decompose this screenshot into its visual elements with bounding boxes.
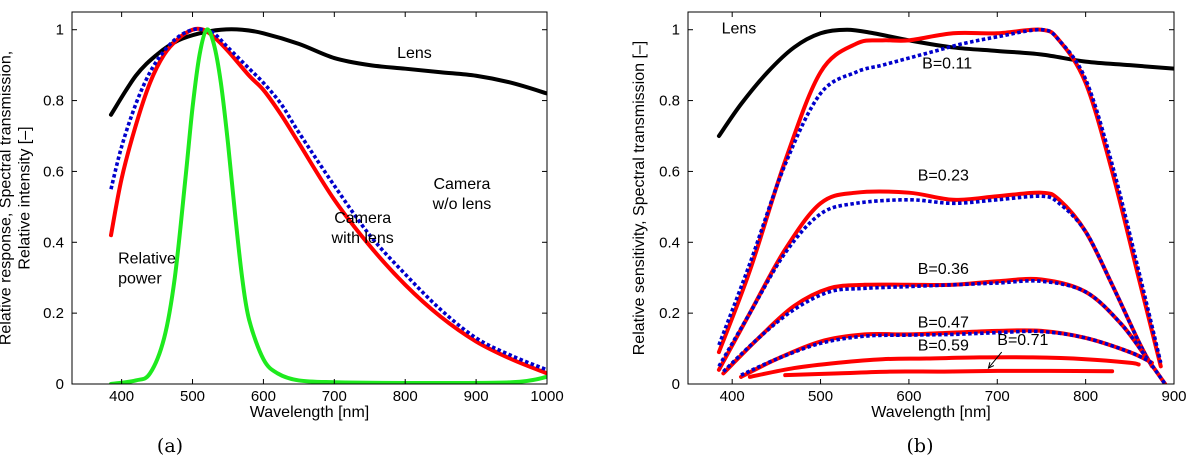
panel-b: 400 500 600 700 800 900 0 0.2 0.4 0.6 0.8 1 Waveleng…: [631, 11, 1187, 457]
series-line-b011-red: [716, 27, 1163, 369]
y-tick-label: 0.8: [43, 93, 64, 110]
panel-caption: (b): [907, 435, 934, 457]
y-tick-label: 0.2: [43, 305, 64, 322]
x-axis-label: Wavelength [nm]: [250, 404, 369, 421]
x-tick-label: 500: [180, 388, 205, 405]
annotation-label: Relative: [118, 251, 176, 268]
series-group: [108, 26, 547, 384]
series-line-b011-blue: [717, 27, 1163, 364]
annotation-arrow-head: [987, 362, 995, 369]
x-tick-label: 900: [464, 388, 489, 405]
y-tick-label: 1: [56, 22, 64, 39]
series-line-camera-with-lens: [108, 26, 547, 376]
series-line-lens: [716, 27, 1174, 138]
annotation-label: power: [118, 271, 162, 288]
y-tick-label: 0.2: [659, 305, 680, 322]
y-tick-label: 1: [672, 22, 680, 39]
annotation-label: B=0.11: [922, 56, 972, 73]
y-tick-label: 0.6: [43, 163, 64, 180]
y-tick-label: 0.6: [659, 163, 680, 180]
x-tick-label: 600: [251, 388, 276, 405]
y-axis-label: Relative intensity [–]: [17, 126, 34, 269]
x-tick-label: 700: [985, 388, 1010, 405]
x-tick-label: 600: [896, 388, 921, 405]
annotation-label: Lens: [722, 20, 757, 37]
y-axis-label: Relative response, Spectral transmission…: [0, 51, 15, 345]
axes-frame: [71, 11, 548, 385]
y-axis-label: Relative sensitivity, Spectral transmiss…: [631, 41, 648, 355]
y-tick-label: 0.8: [659, 93, 680, 110]
annotation-label: with lens: [331, 230, 394, 247]
annotation-label: Camera: [433, 176, 490, 193]
annotation-label: B=0.23: [918, 167, 969, 184]
series-line-b047-blue: [740, 329, 1153, 377]
series-line-b023-blue: [717, 194, 1154, 368]
axes-frame: [687, 11, 1175, 385]
series-group: [716, 27, 1174, 384]
x-tick-label: 500: [808, 388, 833, 405]
x-tick-label: 800: [393, 388, 418, 405]
y-tick-label: 0: [56, 376, 64, 393]
annotation-label: B=0.47: [918, 314, 969, 331]
annotation-label: Camera: [334, 210, 391, 227]
y-tick-label: 0.4: [659, 234, 680, 251]
x-tick-label: 900: [1161, 388, 1186, 405]
annotation-label: B=0.71: [997, 332, 1048, 349]
x-tick-label: 800: [1073, 388, 1098, 405]
series-line-b036-blue: [722, 279, 1167, 384]
annotation-label: w/o lens: [432, 196, 492, 213]
panel-caption: (a): [157, 435, 183, 457]
y-tick-label: 0.4: [43, 234, 64, 251]
annotation-label: B=0.59: [918, 337, 969, 354]
annotation-label: Lens: [397, 45, 432, 62]
series-line-b059-red: [747, 355, 1141, 379]
x-axis-label: Wavelength [nm]: [871, 404, 990, 421]
x-tick-label: 400: [720, 388, 745, 405]
panel-a: 400 500 600 700 800 900 1000 0 0.2 0.4 0.6 0.8 1 Wave…: [0, 11, 564, 457]
series-line-relative-power: [108, 27, 547, 384]
x-tick-label: 700: [322, 388, 347, 405]
series-line-b071-red: [783, 368, 1115, 378]
x-tick-label: 1000: [530, 388, 563, 405]
annotation-arrow: [988, 351, 1003, 369]
annotation-label: B=0.36: [918, 261, 969, 278]
y-tick-label: 0: [672, 376, 680, 393]
x-tick-label: 400: [109, 388, 134, 405]
